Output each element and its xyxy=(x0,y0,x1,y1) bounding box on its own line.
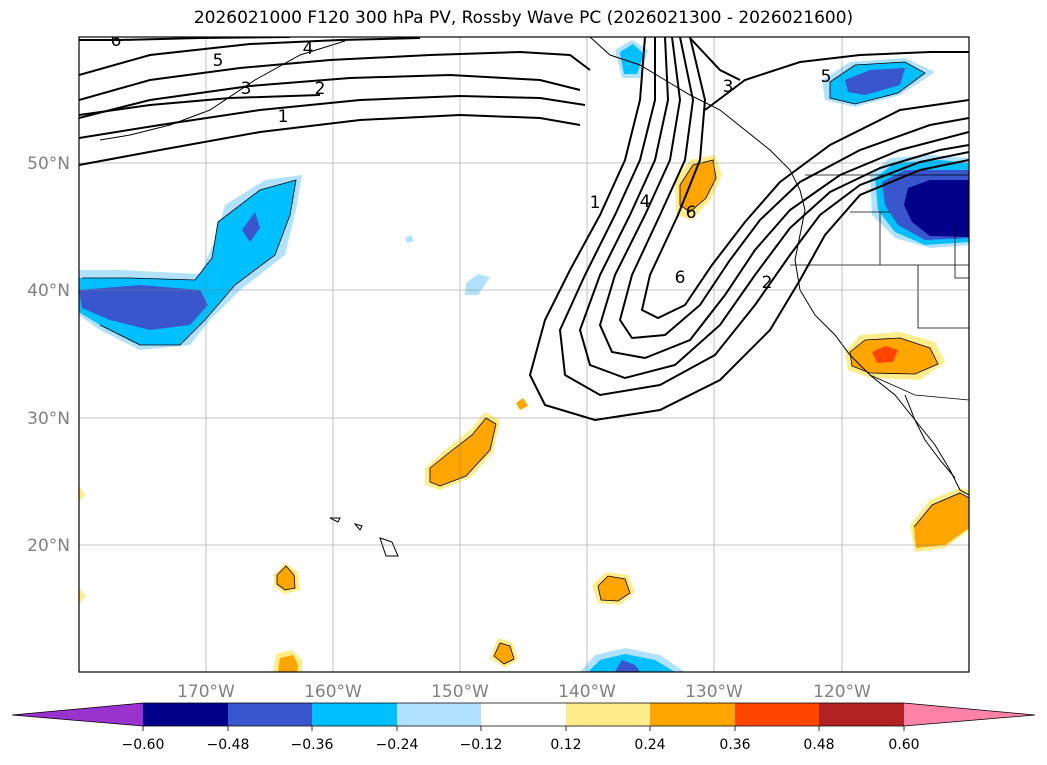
pv-contours xyxy=(79,37,969,422)
colorbar-tick-label: −0.48 xyxy=(207,737,250,753)
lon-label-170w: 170°W xyxy=(177,682,235,702)
contour-label: 5 xyxy=(213,51,224,71)
graticule xyxy=(79,37,969,672)
lat-label-20n: 20°N xyxy=(27,536,70,556)
contour-label: 4 xyxy=(303,39,314,59)
contour-label: 3 xyxy=(241,79,252,99)
colorbar-tick-label: 0.60 xyxy=(888,737,919,753)
contour-label: 6 xyxy=(111,31,122,51)
map-frame xyxy=(78,36,970,673)
colorbar-extend-high xyxy=(904,703,1035,726)
colorbar-segment xyxy=(397,703,481,726)
colorbar-segment xyxy=(650,703,735,726)
lon-label-160w: 160°W xyxy=(304,682,362,702)
north-america-coast xyxy=(589,37,969,496)
contour-label: 2 xyxy=(762,273,773,293)
colorbar-extend-low xyxy=(12,703,143,726)
colorbar-segment xyxy=(735,703,819,726)
colorbar: −0.60 −0.48 −0.36 −0.24 −0.12 0.12 0.24 … xyxy=(11,702,1036,753)
pv-anomaly-shading xyxy=(79,40,969,672)
contour-label: 6 xyxy=(675,268,686,288)
colorbar-tick-label: −0.36 xyxy=(291,737,334,753)
contour-label: 6 xyxy=(686,203,697,223)
colorbar-tick-label: 0.24 xyxy=(634,737,665,753)
lon-label-140w: 140°W xyxy=(558,682,616,702)
contour-label: 1 xyxy=(590,193,601,213)
coastlines xyxy=(99,37,969,557)
colorbar-tick-label: 0.48 xyxy=(803,737,834,753)
map-background xyxy=(79,37,969,672)
contour-label: 4 xyxy=(640,192,651,212)
contour-label: 2 xyxy=(315,79,326,99)
colorbar-segment xyxy=(566,703,650,726)
colorbar-segment xyxy=(143,703,228,726)
colorbar-tick-label: 0.36 xyxy=(719,737,750,753)
colorbar-segment xyxy=(312,703,397,726)
colorbar-tick-label: −0.24 xyxy=(376,737,419,753)
colorbar-segment xyxy=(481,703,566,726)
anomaly-outlines xyxy=(82,61,969,665)
contour-label: 5 xyxy=(821,67,832,87)
lon-label-120w: 120°W xyxy=(813,682,871,702)
lon-label-130w: 130°W xyxy=(685,682,743,702)
contour-label: 3 xyxy=(723,77,734,97)
colorbar-tick-label: 0.12 xyxy=(550,737,581,753)
colorbar-tick-label: −0.12 xyxy=(460,737,503,753)
colorbar-segment xyxy=(228,703,312,726)
lat-label-50n: 50°N xyxy=(27,154,70,174)
lon-label-150w: 150°W xyxy=(431,682,489,702)
contour-label: 1 xyxy=(278,107,289,127)
map-title: 2026021000 F120 300 hPa PV, Rossby Wave … xyxy=(193,8,854,28)
colorbar-segment xyxy=(819,703,904,726)
lat-label-30n: 30°N xyxy=(27,409,70,429)
colorbar-tick-label: −0.60 xyxy=(122,737,165,753)
lat-label-40n: 40°N xyxy=(27,281,70,301)
